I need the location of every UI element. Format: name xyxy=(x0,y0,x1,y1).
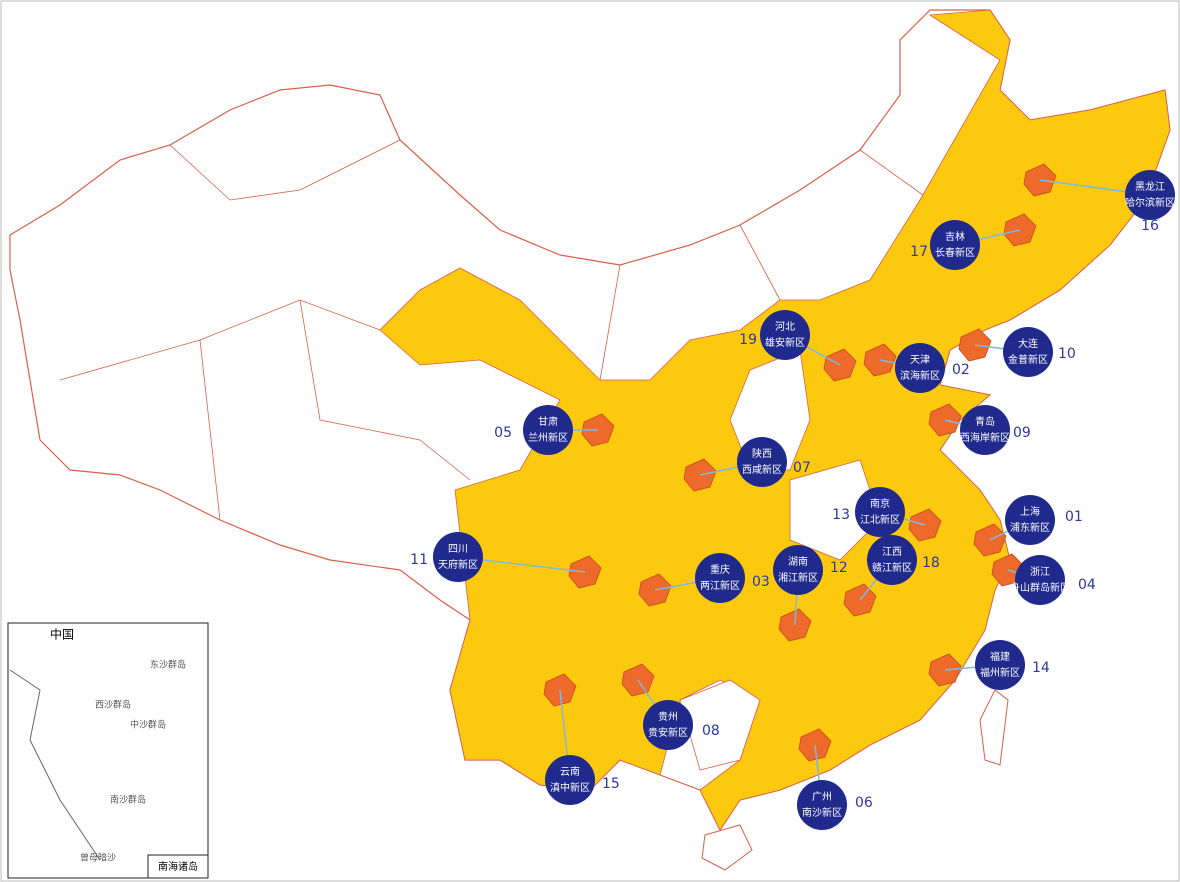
marker-number: 13 xyxy=(832,507,850,523)
marker-circle xyxy=(855,487,905,537)
marker-number: 16 xyxy=(1141,218,1159,234)
marker-zone: 江北新区 xyxy=(860,513,900,526)
marker-number: 07 xyxy=(793,460,811,476)
marker-zone: 金普新区 xyxy=(1008,353,1048,366)
inset-label: 东沙群岛 xyxy=(150,659,186,671)
marker-circle xyxy=(1005,495,1055,545)
marker-region: 云南 xyxy=(560,765,580,778)
marker-circle xyxy=(1015,555,1065,605)
marker-circle xyxy=(433,532,483,582)
marker-zone: 雄安新区 xyxy=(765,336,805,349)
marker-number: 17 xyxy=(910,244,928,260)
marker-region: 四川 xyxy=(448,544,468,555)
marker-number: 14 xyxy=(1032,660,1050,676)
inset-label: 曾母暗沙 xyxy=(80,852,116,864)
marker-circle xyxy=(643,700,693,750)
marker-number: 11 xyxy=(410,552,428,568)
marker-circle xyxy=(960,405,1010,455)
inset: 中国 东沙群岛 西沙群岛 中沙群岛 南沙群岛 曾母暗沙 南海诸岛 xyxy=(7,622,209,879)
marker-region: 大连 xyxy=(1018,337,1038,350)
marker-number: 19 xyxy=(739,332,757,348)
marker-zone: 滇中新区 xyxy=(550,781,590,794)
marker-region: 福建 xyxy=(990,650,1010,663)
marker-number: 04 xyxy=(1078,577,1096,593)
marker-region: 湖南 xyxy=(788,555,808,568)
marker-number: 09 xyxy=(1013,425,1031,441)
marker-circle xyxy=(1003,327,1053,377)
marker-zone: 兰州新区 xyxy=(528,431,568,444)
marker-zone: 福州新区 xyxy=(980,666,1020,679)
marker-zone: 南沙新区 xyxy=(802,806,842,819)
marker-number: 15 xyxy=(602,776,620,792)
inset-caption-box xyxy=(147,854,209,879)
inset-label: 西沙群岛 xyxy=(95,699,131,711)
marker-zone: 哈尔滨新区 xyxy=(1125,196,1175,209)
inset-label: 南沙群岛 xyxy=(110,794,146,806)
marker-zone: 浦东新区 xyxy=(1010,521,1050,534)
marker-circle xyxy=(1125,170,1175,220)
marker-zone: 西咸新区 xyxy=(742,463,782,476)
marker-region: 江西 xyxy=(882,546,902,558)
marker-zone: 湘江新区 xyxy=(778,571,818,584)
marker-zone: 贵安新区 xyxy=(648,726,688,739)
marker-region: 黑龙江 xyxy=(1135,180,1165,193)
marker-circle xyxy=(930,220,980,270)
marker-circle xyxy=(867,535,917,585)
marker-number: 03 xyxy=(752,574,770,590)
inset-coast xyxy=(9,669,101,861)
marker-region: 南京 xyxy=(870,497,890,510)
marker-zone: 两江新区 xyxy=(700,579,740,592)
marker-region: 青岛 xyxy=(975,415,995,428)
marker-region: 贵州 xyxy=(658,710,678,723)
marker-circle xyxy=(773,545,823,595)
marker-number: 18 xyxy=(922,555,940,571)
marker-region: 陕西 xyxy=(752,447,772,460)
marker-region: 甘肃 xyxy=(538,415,558,428)
marker-region: 浙江 xyxy=(1030,566,1050,578)
marker-circle xyxy=(797,780,847,830)
marker-region: 广州 xyxy=(812,791,832,803)
marker-zone: 赣江新区 xyxy=(872,561,912,574)
marker-region: 吉林 xyxy=(945,230,965,243)
marker-number: 02 xyxy=(952,362,970,378)
marker-number: 12 xyxy=(830,560,848,576)
marker-circle xyxy=(545,755,595,805)
marker-zone: 长春新区 xyxy=(935,246,975,259)
marker-number: 10 xyxy=(1058,346,1076,362)
province-lines xyxy=(59,139,931,521)
marker-circle xyxy=(695,553,745,603)
marker-zone: 舟山群岛新区 xyxy=(1010,581,1070,594)
marker-zone: 滨海新区 xyxy=(900,369,940,382)
inset-caption: 南海诸岛 xyxy=(158,860,198,873)
marker-circle xyxy=(760,310,810,360)
marker-circle xyxy=(737,437,787,487)
marker-circle xyxy=(895,343,945,393)
marker-zone: 西海岸新区 xyxy=(960,431,1010,444)
marker-number: 06 xyxy=(855,795,873,811)
inset-title: 中国 xyxy=(50,627,74,642)
marker-region: 天津 xyxy=(910,354,930,366)
inset-frame xyxy=(7,622,209,879)
marker-circle xyxy=(975,640,1025,690)
inset-label: 中沙群岛 xyxy=(130,719,166,731)
marker-number: 05 xyxy=(494,425,512,441)
marker-number: 01 xyxy=(1065,509,1083,525)
marker-circle xyxy=(523,405,573,455)
hainan xyxy=(701,824,753,871)
marker-region: 河北 xyxy=(775,321,795,333)
marker-number: 08 xyxy=(702,723,720,739)
marker-zone: 天府新区 xyxy=(438,558,478,571)
marker-region: 上海 xyxy=(1020,505,1040,518)
taiwan xyxy=(979,689,1009,766)
marker-region: 重庆 xyxy=(710,563,730,576)
